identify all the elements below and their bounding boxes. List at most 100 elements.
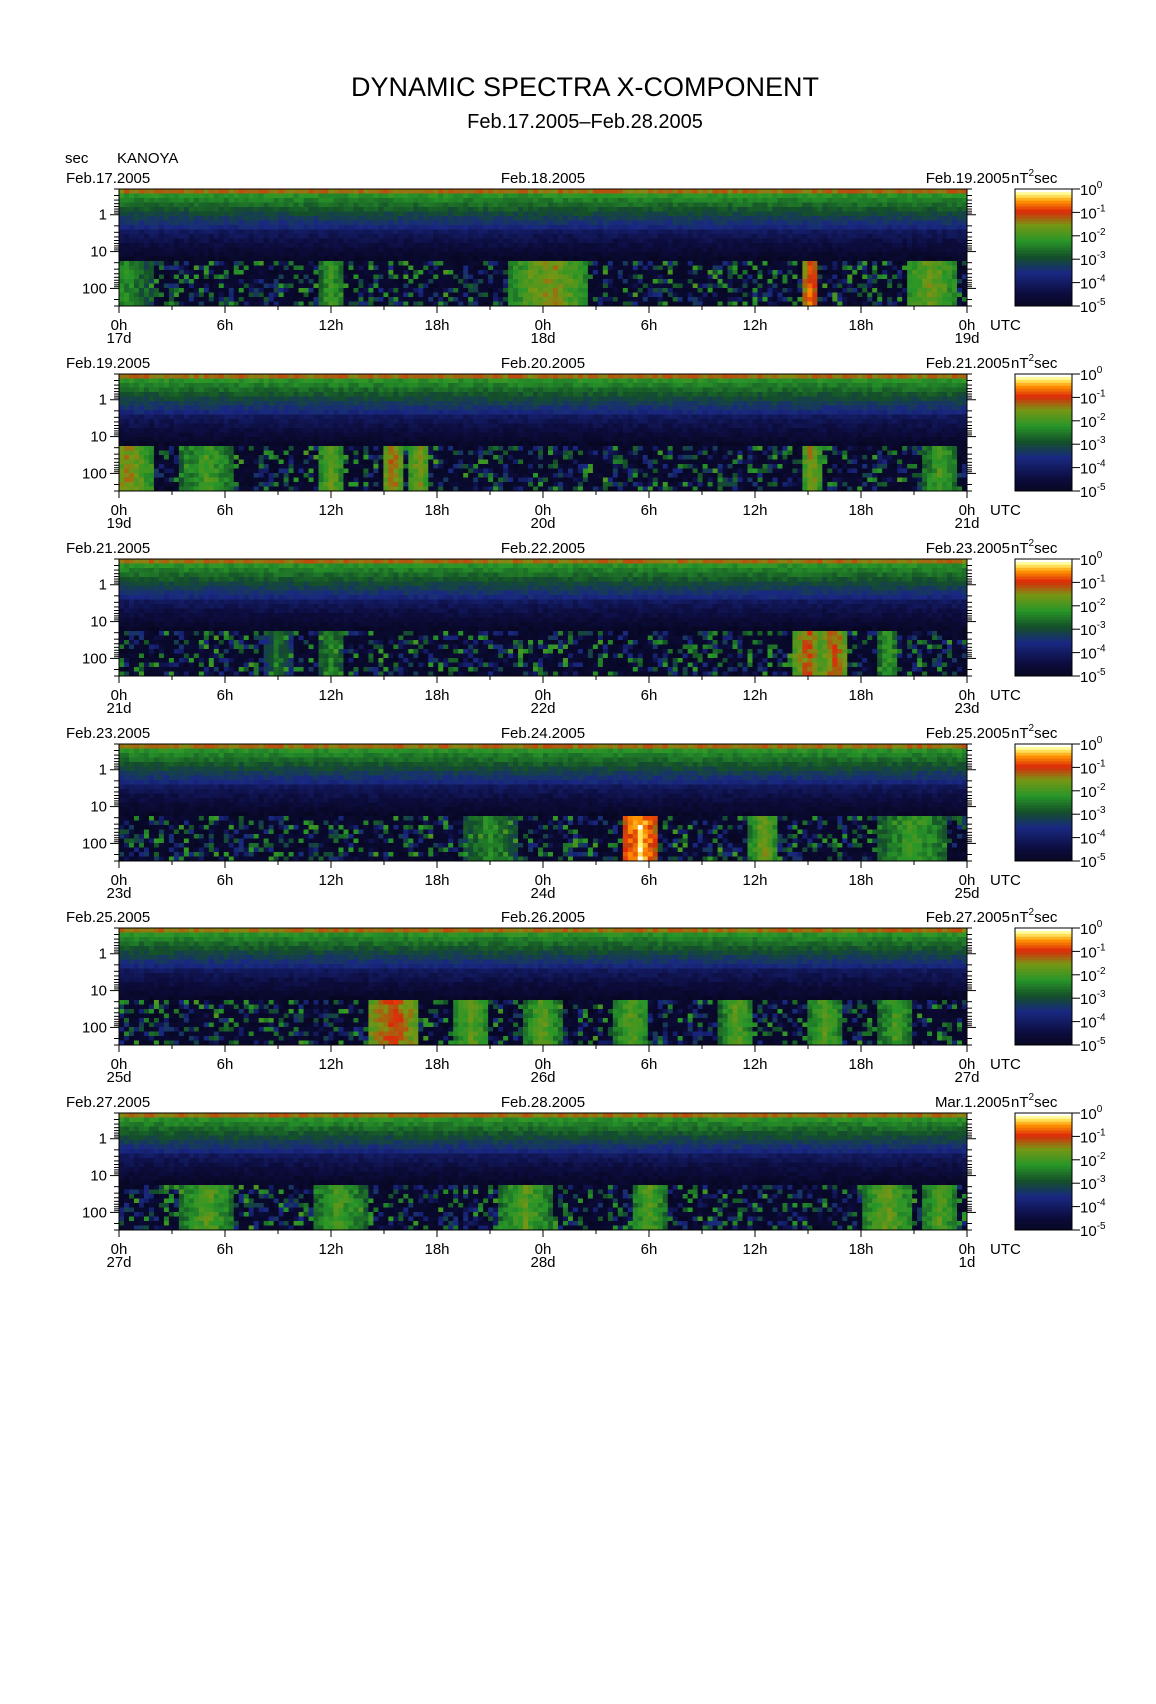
spectrogram-cell: [678, 203, 683, 208]
spectrogram-cell: [753, 257, 758, 262]
spectrogram-cell: [204, 293, 209, 298]
spectrogram-cell: [503, 189, 508, 194]
spectrogram-cell: [443, 221, 448, 226]
spectrogram-cell: [872, 284, 877, 289]
spectrogram-cell: [483, 239, 488, 244]
spectrogram-cell: [832, 234, 837, 239]
spectrogram-cell: [623, 216, 628, 221]
spectrogram-cell: [453, 379, 458, 384]
spectrogram-cell: [623, 198, 628, 203]
spectrogram-cell: [324, 279, 329, 284]
spectrogram-cell: [548, 239, 553, 244]
spectrogram-cell: [678, 221, 683, 226]
spectrogram-cell: [473, 225, 478, 230]
spectrogram-cell: [274, 266, 279, 271]
spectrogram-cell: [199, 257, 204, 262]
colorbar-band: [1015, 239, 1072, 242]
spectrogram-cell: [353, 266, 358, 271]
spectrogram-cell: [827, 221, 832, 226]
spectrogram-cell: [613, 297, 618, 302]
spectrogram-cell: [837, 243, 842, 248]
spectrogram-cell: [733, 225, 738, 230]
spectrogram-cell: [413, 284, 418, 289]
colorbar-band: [1015, 286, 1072, 289]
spectrogram-cell: [812, 194, 817, 199]
spectrogram-cell: [144, 230, 149, 235]
spectrogram-cell: [189, 379, 194, 384]
spectrogram-cell: [124, 379, 129, 384]
spectrogram-cell: [279, 293, 284, 298]
spectrogram-cell: [748, 216, 753, 221]
spectrogram-cell: [219, 379, 224, 384]
spectrogram-cell: [304, 266, 309, 271]
spectrogram-cell: [877, 207, 882, 212]
spectrogram-cell: [608, 379, 613, 384]
spectrogram-cell: [413, 230, 418, 235]
spectrogram-cell: [463, 257, 468, 262]
spectrogram-cell: [254, 379, 259, 384]
spectrogram-cell: [693, 252, 698, 257]
spectrogram-cell: [837, 216, 842, 221]
spectrogram-cell: [169, 203, 174, 208]
spectrogram-cell: [817, 225, 822, 230]
spectrogram-cell: [937, 243, 942, 248]
spectrogram-cell: [204, 297, 209, 302]
spectrogram-cell: [403, 383, 408, 388]
spectrogram-cell: [448, 252, 453, 257]
spectrogram-cell: [658, 234, 663, 239]
spectrogram-cell: [678, 189, 683, 194]
spectrogram-cell: [892, 270, 897, 275]
colorbar-band: [1015, 248, 1072, 251]
spectrogram-cell: [653, 288, 658, 293]
spectrogram-cell: [738, 203, 743, 208]
spectrogram-cell: [832, 293, 837, 298]
spectrogram-cell: [807, 284, 812, 289]
spectrogram-cell: [383, 284, 388, 289]
spectrogram-cell: [638, 239, 643, 244]
spectrogram-cell: [443, 252, 448, 257]
spectrogram-cell: [613, 288, 618, 293]
spectrogram-cell: [728, 279, 733, 284]
spectrogram-cell: [613, 279, 618, 284]
spectrogram-cell: [857, 379, 862, 384]
spectrogram-cell: [503, 207, 508, 212]
spectrogram-cell: [782, 257, 787, 262]
spectrogram-cell: [688, 221, 693, 226]
spectrogram-cell: [463, 216, 468, 221]
spectrogram-cell: [852, 189, 857, 194]
spectrogram-cell: [568, 284, 573, 289]
spectrogram-cell: [363, 266, 368, 271]
spectrogram-cell: [653, 234, 658, 239]
spectrogram-cell: [782, 216, 787, 221]
spectrogram-cell: [638, 248, 643, 253]
panel-left-date: Feb.19.2005: [66, 355, 150, 372]
spectrogram-cell: [608, 257, 613, 262]
spectrogram-cell: [563, 207, 568, 212]
spectrogram-cell: [453, 234, 458, 239]
spectrogram-cell: [274, 230, 279, 235]
spectrogram-cell: [418, 239, 423, 244]
spectrogram-cell: [418, 293, 423, 298]
spectrogram-cell: [244, 266, 249, 271]
spectrogram-cell: [458, 207, 463, 212]
colorbar-band: [1015, 294, 1072, 297]
spectrogram-cell: [573, 198, 578, 203]
spectrogram-cell: [244, 270, 249, 275]
spectrogram-cell: [633, 266, 638, 271]
spectrogram-cell: [757, 279, 762, 284]
spectrogram-cell: [164, 284, 169, 289]
spectrogram-cell: [458, 230, 463, 235]
spectrogram-cell: [613, 234, 618, 239]
spectrogram-cell: [124, 194, 129, 199]
spectrogram-cell: [284, 248, 289, 253]
spectrogram-cell: [593, 374, 598, 379]
spectrogram-cell: [194, 225, 199, 230]
spectrogram-cell: [718, 275, 723, 280]
spectrogram-cell: [254, 266, 259, 271]
spectrogram-cell: [214, 252, 219, 257]
spectrogram-cell: [937, 203, 942, 208]
spectrogram-cell: [129, 284, 134, 289]
spectrogram-cell: [358, 284, 363, 289]
spectrogram-cell: [513, 234, 518, 239]
spectrogram-cell: [643, 230, 648, 235]
